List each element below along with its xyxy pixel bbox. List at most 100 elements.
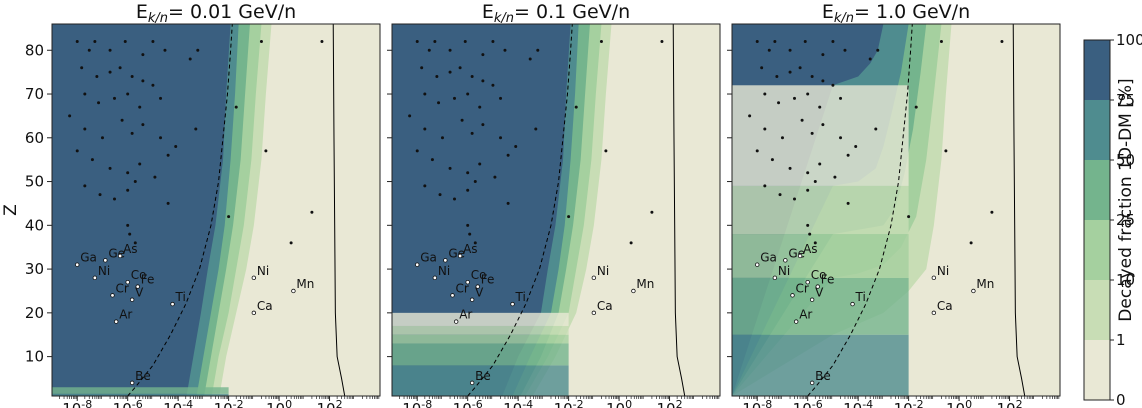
isotope-label: Fe: [821, 273, 835, 287]
isotope-point: [450, 293, 455, 298]
colorbar-tick-label: 25: [1116, 211, 1135, 229]
isotope-point: [777, 101, 781, 105]
isotope-point: [123, 40, 127, 44]
isotope-label: Be: [135, 369, 151, 383]
isotope-point: [793, 319, 799, 324]
isotope-label: Co: [131, 268, 147, 282]
isotope-point: [320, 40, 324, 44]
isotope-point: [469, 297, 475, 302]
region-1: [392, 24, 720, 396]
panel-0-title: Ek/n= 0.01 GeV/n: [136, 1, 296, 26]
flat-band-3: [732, 185, 909, 235]
isotope-point: [803, 40, 807, 44]
isotope-point: [931, 310, 937, 316]
panel-0-frame: [51, 23, 381, 397]
isotope-label: Ar: [459, 308, 472, 322]
isotope-label: As: [123, 242, 137, 256]
colorbar-tick-label: 50: [1116, 151, 1135, 169]
isotope-point: [797, 253, 803, 259]
isotope-point: [755, 40, 759, 44]
isotope-point: [80, 66, 84, 70]
y-tick-label: 70: [25, 85, 44, 103]
x-tick-label: 10-2: [214, 398, 244, 408]
isotope-point: [452, 96, 456, 100]
isotope-point: [821, 79, 825, 83]
isotope-point: [227, 215, 231, 219]
isotope-point: [833, 175, 837, 179]
isotope-point: [130, 131, 134, 135]
isotope-label: Ti: [175, 290, 186, 304]
colorbar-blocks: [1084, 40, 1110, 400]
isotope-point: [629, 241, 633, 245]
isotope-point: [839, 96, 843, 100]
isotope-point: [536, 48, 540, 52]
isotope-point: [788, 48, 792, 52]
isotope-point: [117, 253, 123, 259]
isotope-point: [188, 57, 192, 61]
isotope-point: [310, 210, 314, 214]
solid-curve: [332, 24, 346, 396]
isotope-point: [806, 171, 810, 175]
isotope-point: [499, 136, 503, 140]
flat-band-3: [392, 325, 569, 335]
colorbar-tick-label: 1: [1116, 331, 1126, 349]
isotope-point: [251, 310, 257, 316]
isotope-point: [128, 232, 132, 236]
isotope-point: [491, 40, 495, 44]
flat-band-4: [732, 85, 909, 186]
isotope-point: [806, 92, 810, 96]
isotope-point: [466, 188, 470, 192]
isotope-point: [839, 136, 843, 140]
isotope-label: Cr: [116, 281, 129, 295]
isotope-point: [125, 280, 130, 285]
x-tick-label: 10-6: [793, 398, 823, 408]
x-tick-label: 10-2: [894, 398, 924, 408]
colorbar-tick-label: 0: [1116, 391, 1126, 408]
panel-1-frame: [391, 23, 721, 397]
isotope-point: [166, 153, 170, 157]
isotope-point: [423, 184, 427, 188]
colorbar-tick-label: 75: [1116, 91, 1135, 109]
isotope-point: [75, 262, 80, 267]
isotope-label: Cr: [456, 281, 469, 295]
isotope-label: Ni: [937, 264, 949, 278]
isotope-point: [808, 232, 812, 236]
isotope-label: Ga: [420, 251, 437, 265]
isotope-point: [876, 48, 880, 52]
isotope-point: [438, 193, 442, 197]
isotope-point: [174, 145, 178, 149]
x-tick-label: 10-6: [113, 398, 143, 408]
isotope-point: [448, 48, 452, 52]
isotope-point: [151, 83, 155, 87]
x-tick-label: 10-4: [503, 398, 533, 408]
region-1: [52, 24, 380, 396]
isotope-point: [194, 127, 198, 131]
isotope-point: [457, 253, 463, 259]
isotope-label: As: [463, 242, 477, 256]
isotope-label: Ni: [98, 264, 110, 278]
isotope-point: [83, 184, 87, 188]
isotope-label: Cr: [796, 281, 809, 295]
isotope-point: [510, 301, 515, 307]
isotope-point: [491, 83, 495, 87]
isotope-label: Co: [811, 268, 827, 282]
flat-band-2: [392, 334, 569, 344]
colorbar-block: [1084, 40, 1110, 100]
isotope-point: [466, 171, 470, 175]
isotope-point: [874, 127, 878, 131]
isotope-point: [423, 92, 427, 96]
colorbar-tick-label: 10: [1116, 271, 1135, 289]
isotope-point: [755, 262, 760, 267]
x-tick-label: 10-6: [453, 398, 483, 408]
isotope-point: [506, 201, 510, 205]
isotope-label: Ca: [257, 299, 273, 313]
isotope-label: Mn: [636, 277, 654, 291]
isotope-point: [170, 301, 175, 307]
isotope-point: [126, 92, 130, 96]
isotope-point: [478, 105, 482, 109]
panel-1-title: Ek/n= 0.1 GeV/n: [482, 1, 630, 26]
isotope-point: [798, 66, 802, 70]
isotope-point: [437, 101, 441, 105]
isotope-point: [788, 166, 792, 170]
